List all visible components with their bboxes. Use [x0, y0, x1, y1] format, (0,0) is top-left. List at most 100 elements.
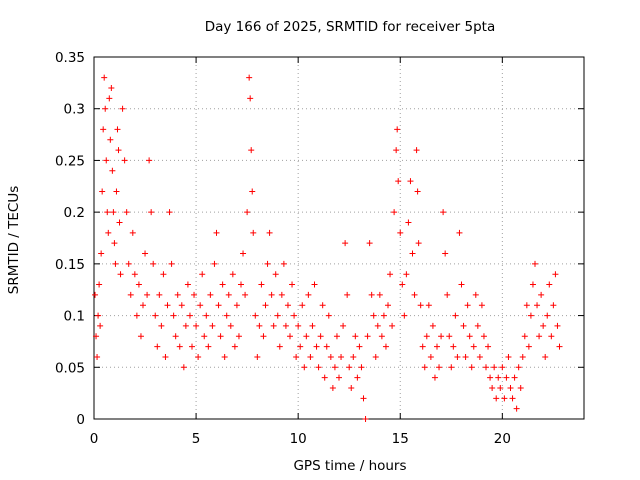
data-point — [456, 229, 463, 236]
data-point — [472, 291, 479, 298]
data-point — [360, 395, 367, 402]
data-point — [407, 178, 414, 185]
axis-ticks: 0 0.05 0.1 0.15 0.2 0.25 0.3 0.35 0 5 10 15 20 — [55, 50, 584, 447]
data-point — [329, 384, 336, 391]
data-point — [227, 322, 234, 329]
data-point — [186, 312, 193, 319]
data-point — [211, 260, 218, 267]
data-point — [313, 343, 320, 350]
data-point — [442, 250, 449, 257]
data-point — [470, 343, 477, 350]
data-point — [102, 105, 109, 112]
data-point — [538, 291, 545, 298]
data-point — [92, 291, 99, 298]
data-point — [315, 364, 322, 371]
data-point — [115, 147, 122, 154]
data-point — [513, 405, 520, 412]
data-point — [425, 302, 432, 309]
data-point — [104, 209, 111, 216]
data-point — [293, 353, 300, 360]
data-point — [291, 312, 298, 319]
data-point — [321, 374, 328, 381]
data-point — [114, 126, 121, 133]
data-point — [270, 322, 277, 329]
y-tick-label: 0.1 — [64, 309, 85, 325]
data-point — [385, 302, 391, 309]
data-point — [364, 333, 371, 340]
data-point — [452, 312, 459, 319]
data-point — [405, 219, 412, 226]
data-point — [382, 343, 389, 350]
data-point — [376, 291, 383, 298]
data-point — [244, 209, 251, 216]
data-point — [117, 271, 124, 278]
data-point — [556, 343, 563, 350]
data-point — [511, 374, 518, 381]
data-point — [231, 343, 238, 350]
data-point — [146, 157, 153, 164]
data-point — [350, 353, 357, 360]
x-tick-label: 10 — [290, 431, 307, 447]
data-point — [108, 85, 115, 92]
data-point — [331, 364, 338, 371]
data-point — [110, 209, 117, 216]
data-point — [380, 312, 387, 319]
data-point — [411, 291, 418, 298]
data-point — [466, 333, 473, 340]
data-point — [536, 333, 543, 340]
data-point — [254, 353, 261, 360]
data-point — [491, 364, 498, 371]
data-point — [174, 291, 181, 298]
data-point — [250, 229, 257, 236]
data-point — [446, 333, 453, 340]
data-point — [342, 240, 349, 247]
data-point — [362, 416, 369, 422]
data-point — [414, 188, 421, 195]
data-point — [462, 353, 469, 360]
data-point — [256, 322, 263, 329]
data-point — [323, 343, 330, 350]
data-point — [152, 312, 159, 319]
data-point — [209, 322, 216, 329]
data-point — [119, 105, 126, 112]
data-point — [501, 395, 508, 402]
data-point — [217, 333, 224, 340]
data-point — [207, 291, 214, 298]
data-point — [474, 322, 481, 329]
data-point — [552, 271, 559, 278]
data-point — [534, 302, 541, 309]
data-point — [387, 271, 394, 278]
data-point — [483, 364, 489, 371]
data-point — [219, 281, 226, 288]
grid-lines — [94, 57, 584, 419]
data-point — [529, 281, 536, 288]
data-point — [344, 291, 351, 298]
data-point — [448, 364, 455, 371]
data-point — [112, 260, 119, 267]
data-point — [454, 353, 461, 360]
data-point — [394, 126, 401, 133]
data-point — [247, 95, 254, 102]
data-point — [429, 322, 436, 329]
data-point — [450, 343, 457, 350]
data-point — [525, 343, 532, 350]
data-point — [135, 281, 142, 288]
data-point — [282, 322, 289, 329]
data-point — [523, 302, 530, 309]
data-point — [509, 395, 516, 402]
data-point — [158, 322, 165, 329]
data-point — [142, 250, 149, 257]
data-point — [266, 229, 273, 236]
y-tick-label: 0 — [76, 412, 85, 428]
data-point — [389, 322, 396, 329]
data-point — [137, 333, 144, 340]
data-point — [242, 291, 249, 298]
data-point — [391, 209, 398, 216]
y-tick-label: 0.25 — [55, 153, 85, 169]
data-point — [144, 291, 151, 298]
x-axis-label: GPS time / hours — [293, 458, 406, 474]
data-point — [191, 291, 198, 298]
data-point — [127, 291, 134, 298]
data-point — [284, 302, 291, 309]
data-point — [297, 343, 304, 350]
